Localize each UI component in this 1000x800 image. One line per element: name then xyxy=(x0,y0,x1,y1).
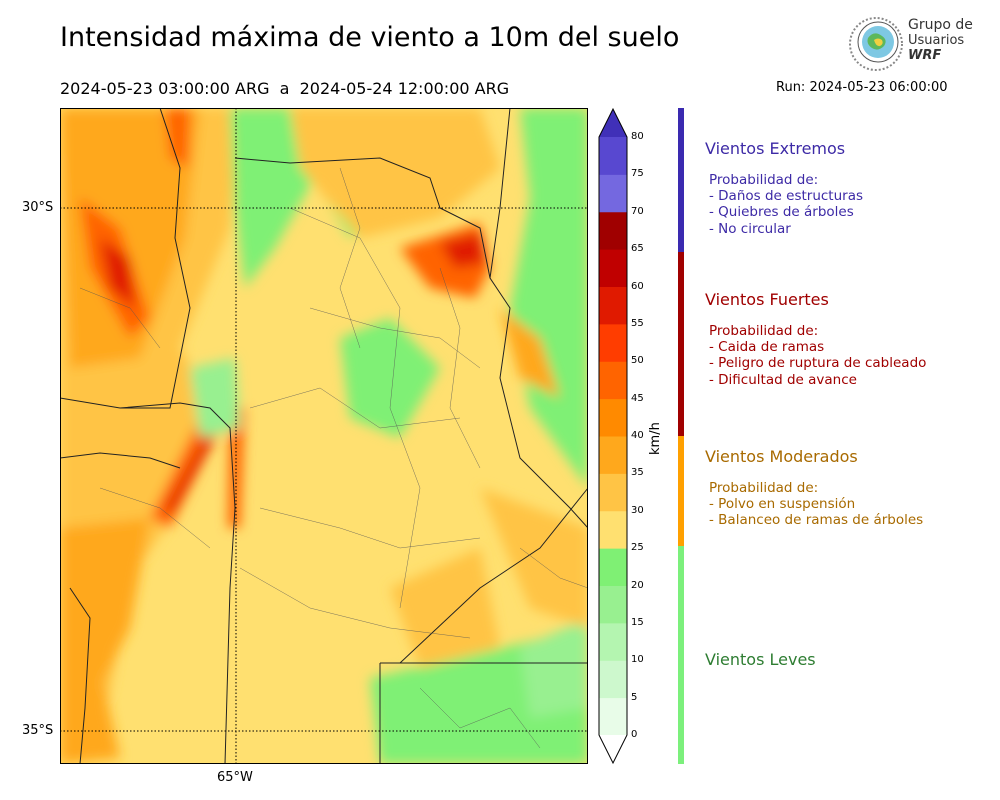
colorbar-bin xyxy=(599,286,627,325)
globe-logo-icon xyxy=(849,17,903,71)
colorbar-bin xyxy=(599,436,627,474)
colorbar-bin xyxy=(599,510,627,549)
colorbar-extension-bottom xyxy=(599,735,627,763)
colorbar-tick-label: 35 xyxy=(631,467,644,479)
colorbar-tick-label: 0 xyxy=(631,729,638,740)
colorbar-tick-label: 10 xyxy=(631,654,644,666)
colorbar-tick-label: 5 xyxy=(631,691,638,703)
colorbar-tick-label: 55 xyxy=(631,317,644,329)
colorbar-tick-label: 15 xyxy=(631,616,644,628)
colorbar-tick-label: 25 xyxy=(631,542,644,554)
colorbar-tick-label: 50 xyxy=(631,355,644,367)
category-description-line: - Polvo en suspensión xyxy=(709,496,856,513)
category-description: Probabilidad de: - Daños de estructuras - … xyxy=(709,172,863,237)
category-description-line: - Caida de ramas xyxy=(709,339,825,356)
colorbar-tick-label: 70 xyxy=(631,205,644,217)
colorbar-units: km/h xyxy=(648,422,663,455)
colorbar-tick-label: 20 xyxy=(631,579,644,591)
colorbar-bin xyxy=(599,137,627,175)
category-description-line: - Quiebres de árboles xyxy=(709,204,854,221)
category-color-bar xyxy=(678,252,684,436)
colorbar-outline xyxy=(598,108,628,764)
category-color-bar xyxy=(678,436,684,546)
colorbar-bin xyxy=(599,622,627,661)
category-color-bar xyxy=(678,546,684,764)
category-title: Vientos Moderados xyxy=(705,447,858,466)
category-description-line: Probabilidad de: xyxy=(709,172,819,188)
colorbar-bin xyxy=(599,697,627,736)
department-borders xyxy=(79,167,588,749)
colorbar-tick-label: 40 xyxy=(631,430,644,441)
category-description-line: Probabilidad de: xyxy=(709,323,819,339)
logo-line-2: Usuarios xyxy=(908,33,965,48)
colorbar-tick-label: 65 xyxy=(631,243,644,255)
logo-line-1: Grupo de xyxy=(908,17,973,33)
colorbar-tick-label: 75 xyxy=(631,168,644,180)
category-description-line: - Peligro de ruptura de cableado xyxy=(709,355,927,372)
wind-map xyxy=(60,108,588,764)
colorbar-bin xyxy=(599,548,627,586)
category-description-line: - No circular xyxy=(709,220,791,237)
colorbar-bin xyxy=(599,323,627,362)
colorbar-tick-label: 30 xyxy=(631,504,644,516)
wind-field xyxy=(60,108,588,764)
map-title: Intensidad máxima de viento a 10m del su… xyxy=(60,22,680,53)
category-description: Probabilidad de: - Polvo en suspensión - B… xyxy=(709,480,923,529)
category-color-bar xyxy=(678,108,684,252)
category-description-line: - Dificultad de avance xyxy=(709,371,857,388)
category-description-line: - Balanceo de ramas de árboles xyxy=(709,512,924,529)
colorbar-bin xyxy=(599,249,627,287)
category-description-line: Probabilidad de: xyxy=(709,480,819,496)
category-title: Vientos Extremos xyxy=(705,139,846,158)
category-description: Probabilidad de: - Caida de ramas - Peligr… xyxy=(709,323,926,388)
forecast-period: 2024-05-23 03:00:00 ARG a 2024-05-24 12:… xyxy=(60,79,510,98)
category-description-line: - Daños de estructuras xyxy=(709,188,864,205)
category-title: Vientos Leves xyxy=(705,650,816,669)
colorbar-bin xyxy=(599,361,627,400)
province-borders xyxy=(60,108,588,764)
colorbar-bin xyxy=(599,660,627,699)
lat-label-35: 35°S xyxy=(22,723,54,738)
logo-line-3: WRF xyxy=(908,48,942,63)
colorbar-tick-label: 60 xyxy=(631,280,644,292)
map-frame xyxy=(60,108,588,764)
colorbar-bin xyxy=(599,398,627,437)
colorbar-tick-label: 80 xyxy=(631,131,644,142)
colorbar-tick-label: 45 xyxy=(631,392,644,404)
lat-label-30: 30°S xyxy=(22,200,54,215)
colorbar-bin xyxy=(599,585,627,624)
colorbar xyxy=(598,108,628,764)
model-run: Run: 2024-05-23 06:00:00 xyxy=(776,80,948,95)
colorbar-extension-top xyxy=(599,109,627,137)
wrf-logo: Grupo de Usuarios WRF xyxy=(848,16,978,72)
colorbar-bin xyxy=(599,174,627,213)
colorbar-segments xyxy=(599,109,627,763)
category-title: Vientos Fuertes xyxy=(705,290,829,309)
lon-label-65: 65°W xyxy=(217,770,253,785)
colorbar-bin xyxy=(599,211,627,250)
colorbar-bin xyxy=(599,473,627,512)
graticule xyxy=(60,108,588,764)
